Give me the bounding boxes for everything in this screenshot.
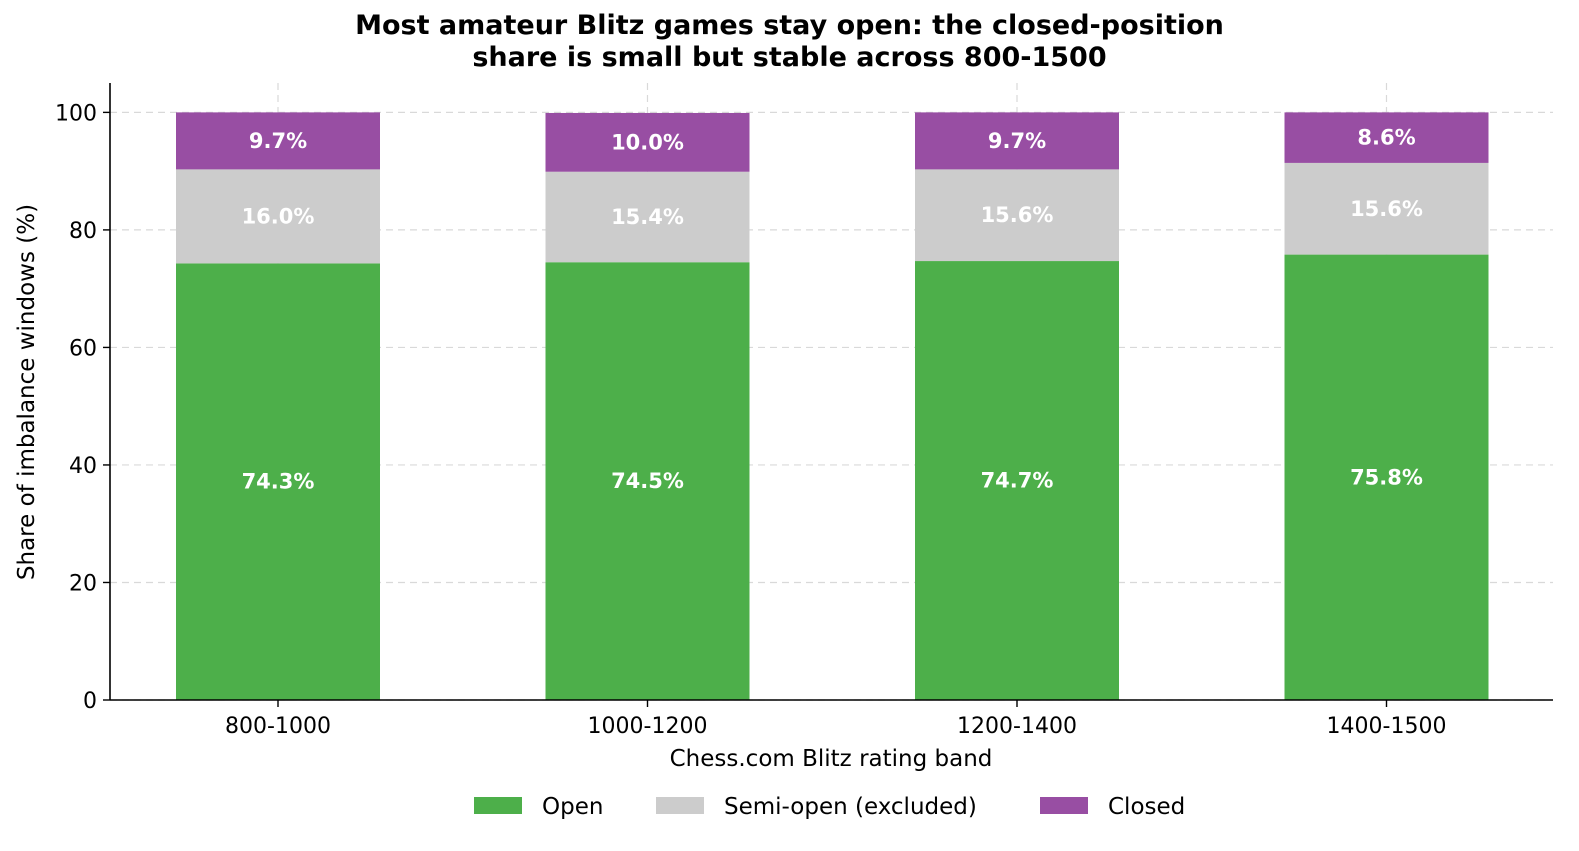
data-label: 75.8% xyxy=(1350,465,1423,489)
data-label: 74.7% xyxy=(981,469,1054,493)
data-label: 16.0% xyxy=(242,204,315,228)
bar-closed-1400-1500 xyxy=(1284,112,1489,163)
x-tick-label: 1200-1400 xyxy=(957,714,1077,739)
chart-title-line-2: share is small but stable across 800-150… xyxy=(472,42,1107,73)
data-label: 15.6% xyxy=(981,203,1054,227)
chart-title-line-1: Most amateur Blitz games stay open: the … xyxy=(355,10,1224,41)
bar-open-1000-1200 xyxy=(545,262,750,700)
x-tick-label: 1000-1200 xyxy=(588,714,708,739)
data-label: 15.6% xyxy=(1350,197,1423,221)
data-label: 74.3% xyxy=(242,470,315,494)
y-tick-label: 80 xyxy=(69,219,97,244)
y-tick-label: 60 xyxy=(69,336,97,361)
y-tick-label: 20 xyxy=(69,571,97,596)
data-label: 74.5% xyxy=(611,469,684,493)
bar-semi-open-800-1000 xyxy=(176,169,380,264)
legend-swatch xyxy=(656,797,704,814)
legend-label: Semi-open (excluded) xyxy=(724,794,977,820)
bar-semi-open-1400-1500 xyxy=(1284,162,1489,255)
legend: Open Semi-open (excluded) Closed xyxy=(474,794,1185,820)
bar-closed-800-1000 xyxy=(176,112,380,170)
legend-label: Closed xyxy=(1108,794,1185,820)
bar-open-800-1000 xyxy=(176,263,380,700)
legend-swatch xyxy=(1040,797,1088,814)
bar-semi-open-1200-1400 xyxy=(915,169,1119,262)
axes: 0 20 40 60 80 100 800-1000 1000-1200 1200-1400 14… xyxy=(55,83,1553,739)
y-tick-label: 0 xyxy=(83,689,97,714)
data-label: 8.6% xyxy=(1357,126,1415,150)
bar-semi-open-1000-1200 xyxy=(545,171,750,263)
bar-closed-1200-1400 xyxy=(915,112,1119,170)
x-tick-label: 800-1000 xyxy=(225,714,331,739)
data-label: 9.7% xyxy=(249,129,307,153)
data-label: 9.7% xyxy=(988,129,1046,153)
y-tick-label: 100 xyxy=(55,101,97,126)
data-label: 10.0% xyxy=(611,130,684,154)
y-axis-label: Share of imbalance windows (%) xyxy=(14,204,40,580)
legend-swatch xyxy=(474,797,522,814)
bars xyxy=(176,112,1489,700)
x-tick-label: 1400-1500 xyxy=(1327,714,1447,739)
legend-label: Open xyxy=(542,794,603,820)
bar-open-1200-1400 xyxy=(915,261,1119,700)
y-tick-label: 40 xyxy=(69,454,97,479)
bar-open-1400-1500 xyxy=(1284,254,1489,700)
bar-closed-1000-1200 xyxy=(545,112,750,172)
x-axis-label: Chess.com Blitz rating band xyxy=(670,746,993,772)
data-label: 15.4% xyxy=(611,205,684,229)
bar-labels: 74.3% 16.0% 9.7% 74.5% 15.4% 10.0% 74.7% 15.6% 9… xyxy=(242,126,1423,494)
